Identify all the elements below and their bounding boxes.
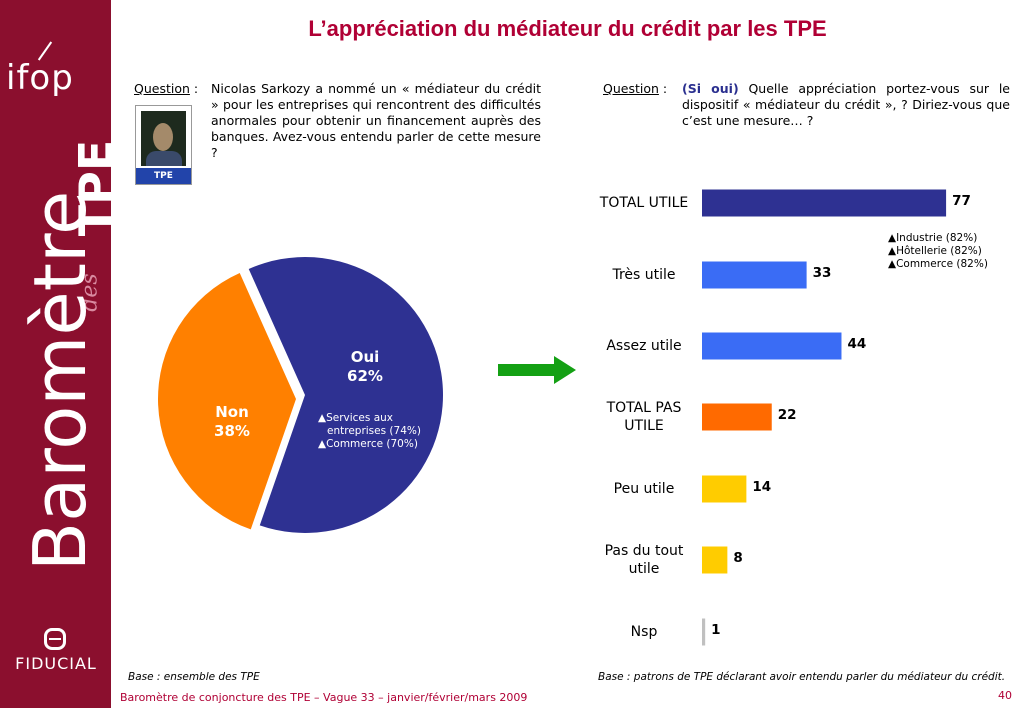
bar-value-label: 1 [711, 622, 721, 638]
triangle-up-icon: ▲ [888, 232, 897, 244]
bar-annotation: ▲Industrie (82%) ▲Hôtellerie (82%) ▲Comm… [888, 232, 988, 271]
bar-2 [702, 332, 842, 360]
right-question-text: (Si oui) Quelle appréciation portez-vous… [682, 81, 1010, 129]
triangle-up-icon: ▲ [318, 438, 327, 450]
bar-value-label: 22 [777, 407, 797, 423]
bar-category-label: Très utile [612, 267, 676, 283]
tpe-photo-icon [141, 111, 186, 166]
bar-annotation-text-1: Industrie (82%) [896, 232, 978, 244]
pie-label-non-value: 38% [214, 422, 250, 440]
bar-0 [702, 189, 947, 217]
left-question-text: Nicolas Sarkozy a nommé un « médiateur d… [211, 81, 541, 160]
triangle-up-icon: ▲ [888, 258, 897, 270]
pie-label-oui-name: Oui [350, 348, 380, 366]
triangle-up-icon: ▲ [888, 245, 897, 257]
left-question-sep: : [189, 81, 199, 96]
ifop-logo: ifop [6, 58, 74, 98]
bar-annotation-line-2: ▲Hôtellerie (82%) [888, 245, 988, 258]
fiducial-logo-icon [44, 628, 66, 650]
page-title: L’appréciation du médiateur du crédit pa… [308, 16, 827, 41]
tpe-card: TPE [135, 105, 192, 185]
bar-value-label: 77 [952, 193, 971, 209]
triangle-up-icon: ▲ [318, 412, 327, 424]
pie-annotation-line-2: entreprises (74%) [327, 425, 421, 437]
pie-annotation: ▲Services aux entreprises (74%) ▲Commerc… [318, 412, 421, 451]
bar-6 [702, 618, 706, 646]
pie-annotation-text-1: Services aux [326, 412, 393, 424]
bar-value-label: 8 [733, 550, 743, 566]
bar-5 [702, 546, 728, 574]
pie-label-oui-value: 62% [347, 367, 383, 385]
fiducial-text: FIDUCIAL [15, 654, 97, 673]
pie-annotation-line-1: ▲Services aux [318, 412, 421, 425]
pie-chart [157, 257, 443, 533]
bar-category-label: Nsp [630, 624, 658, 640]
bar-category-label: Pas du tout utile [604, 543, 684, 577]
sidebar-barometre-text: Baromètre [18, 190, 102, 572]
bar-annotation-line-3: ▲Commerce (82%) [888, 258, 988, 271]
bar-category-label: TOTAL UTILE [599, 195, 689, 211]
bar-category-label: Peu utile [613, 481, 675, 497]
pie-slice-non [157, 272, 296, 530]
bar-4 [702, 475, 747, 503]
right-question-sep: : [658, 81, 668, 96]
left-question-word: Question [134, 81, 190, 96]
arrow-right-icon [498, 356, 576, 384]
pie-annotation-line-3: ▲Commerce (70%) [318, 438, 421, 451]
right-question-body: Quelle appréciation portez-vous sur le d… [682, 81, 1010, 128]
bar-value-label: 33 [812, 265, 832, 281]
bar-1 [702, 261, 807, 289]
bar-3 [702, 403, 772, 431]
bar-annotation-text-3: Commerce (82%) [896, 258, 988, 270]
pie-slice-oui [248, 257, 443, 533]
bar-annotation-line-1: ▲Industrie (82%) [888, 232, 988, 245]
bar-value-label: 14 [752, 479, 772, 495]
right-question-label: Question : [603, 81, 667, 96]
pie-label-non-name: Non [215, 403, 249, 421]
pie-label-non: Non 38% [192, 403, 272, 441]
tpe-card-label: TPE [136, 168, 191, 184]
footer-text: Baromètre de conjoncture des TPE – Vague… [120, 691, 528, 704]
base-right: Base : patrons de TPE déclarant avoir en… [598, 671, 1006, 683]
base-left: Base : ensemble des TPE [128, 671, 260, 683]
bar-category-label: Assez utile [606, 338, 682, 354]
bar-value-label: 44 [847, 336, 867, 352]
sidebar: ifop TPE des Baromètre FIDUCIAL [0, 0, 123, 708]
left-question-label: Question : [134, 81, 198, 96]
page-number: 40 [998, 689, 1012, 702]
right-question-word: Question [603, 81, 659, 96]
bar-annotation-text-2: Hôtellerie (82%) [896, 245, 982, 257]
right-question-prefix: (Si oui) [682, 81, 739, 96]
pie-annotation-text-3: Commerce (70%) [326, 438, 418, 450]
bar-category-label: TOTAL PAS UTILE [606, 400, 682, 434]
pie-label-oui: Oui 62% [325, 348, 405, 386]
